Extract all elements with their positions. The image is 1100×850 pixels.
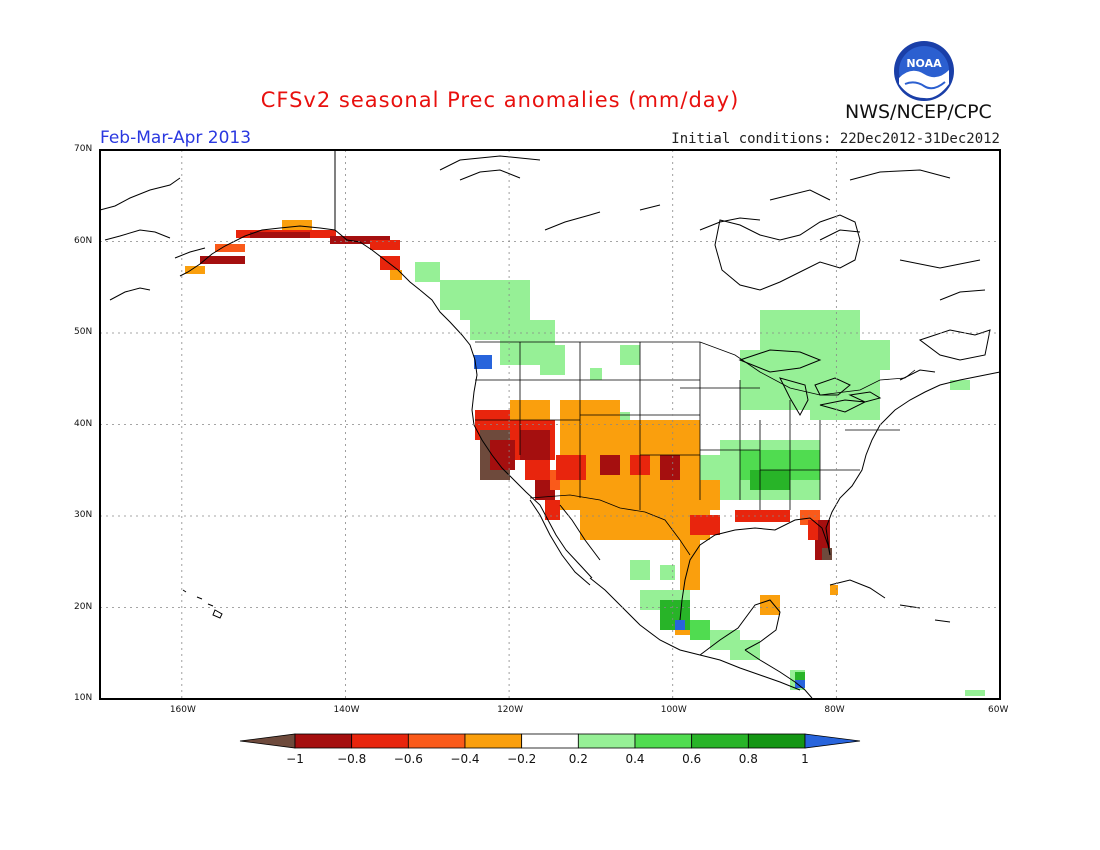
anomaly-cell — [590, 368, 602, 380]
map-frame — [99, 149, 1001, 700]
anomaly-cell — [750, 470, 790, 490]
lat-label: 20N — [74, 601, 93, 612]
anomaly-cell — [540, 345, 565, 375]
anomaly-cell — [860, 340, 890, 370]
anomaly-cell — [690, 620, 710, 640]
anomaly-cell — [545, 500, 560, 520]
anomaly-cell — [660, 565, 675, 580]
anomaly-cell — [282, 220, 312, 230]
colorbar-label: 0.6 — [682, 752, 702, 766]
anomaly-cell — [822, 548, 832, 560]
anomaly-cells — [185, 220, 985, 696]
anomaly-cell — [520, 430, 550, 460]
anomaly-cell — [620, 345, 640, 365]
anomaly-cell — [690, 515, 720, 535]
colorbar-label: 0.4 — [625, 752, 645, 766]
anomaly-cell — [525, 460, 550, 480]
anomaly-cell — [795, 672, 805, 680]
anomaly-cell — [215, 244, 245, 252]
anomaly-cell — [680, 540, 700, 590]
anomaly-cell — [556, 455, 586, 480]
anomaly-cell — [965, 690, 985, 696]
initial-conditions-label: Initial conditions: 22Dec2012-31Dec2012 — [671, 131, 1000, 147]
anomaly-cell — [760, 310, 860, 360]
noaa-logo: NOAA — [894, 41, 954, 101]
anomaly-cell — [630, 560, 650, 580]
anomaly-cell — [185, 266, 205, 274]
agency-label: NWS/NCEP/CPC — [845, 101, 992, 123]
anomaly-cell — [700, 455, 740, 480]
anomaly-cell — [600, 455, 620, 475]
colorbar-label: −0.4 — [450, 752, 480, 766]
lon-label: 80W — [824, 705, 845, 715]
colorbar-label: 0.2 — [568, 752, 588, 766]
anomaly-cell — [830, 585, 838, 595]
colorbar-label: −0.6 — [393, 752, 423, 766]
lat-label: 50N — [74, 327, 93, 337]
lon-label: 120W — [497, 705, 524, 715]
anomaly-cell — [612, 412, 630, 420]
lat-label: 10N — [74, 693, 93, 703]
colorbar-label: −1 — [286, 752, 304, 766]
lat-label: 60N — [74, 235, 93, 246]
anomaly-cell — [675, 620, 685, 630]
noaa-logo-text: NOAA — [906, 57, 942, 70]
lat-label: 40N — [74, 418, 93, 429]
political-borders — [475, 341, 916, 556]
anomaly-cell — [330, 236, 390, 244]
anomaly-cell — [370, 240, 400, 250]
anomaly-cell — [430, 320, 470, 360]
graticule — [100, 150, 1000, 699]
lon-label: 100W — [660, 705, 687, 715]
anomaly-cell — [474, 355, 492, 369]
anomaly-cell — [660, 455, 680, 480]
chart-title: CFSv2 seasonal Prec anomalies (mm/day) — [260, 88, 740, 112]
anomaly-cell — [950, 380, 970, 390]
anomaly-cell — [490, 440, 515, 470]
colorbar-label: 0.8 — [738, 752, 758, 766]
anomaly-cell — [510, 400, 550, 420]
colorbar-label: −0.2 — [507, 752, 537, 766]
anomaly-cell — [390, 270, 402, 280]
colorbar-label: 1 — [801, 752, 809, 766]
lon-label: 160W — [169, 705, 196, 715]
period-label: Feb-Mar-Apr 2013 — [100, 128, 252, 148]
anomaly-cell — [415, 262, 440, 282]
anomaly-cell — [760, 595, 780, 615]
lat-label: 30N — [74, 510, 93, 520]
lon-label: 60W — [988, 705, 1009, 715]
anomaly-cell — [795, 680, 805, 688]
lat-label: 70N — [74, 144, 93, 154]
anomaly-cell — [735, 510, 790, 522]
anomaly-cell — [200, 256, 245, 264]
lon-label: 140W — [333, 705, 360, 715]
anomaly-cell — [250, 232, 310, 238]
colorbar-label: −0.8 — [337, 752, 367, 766]
coastlines — [99, 150, 1001, 699]
anomaly-cell — [808, 520, 818, 540]
